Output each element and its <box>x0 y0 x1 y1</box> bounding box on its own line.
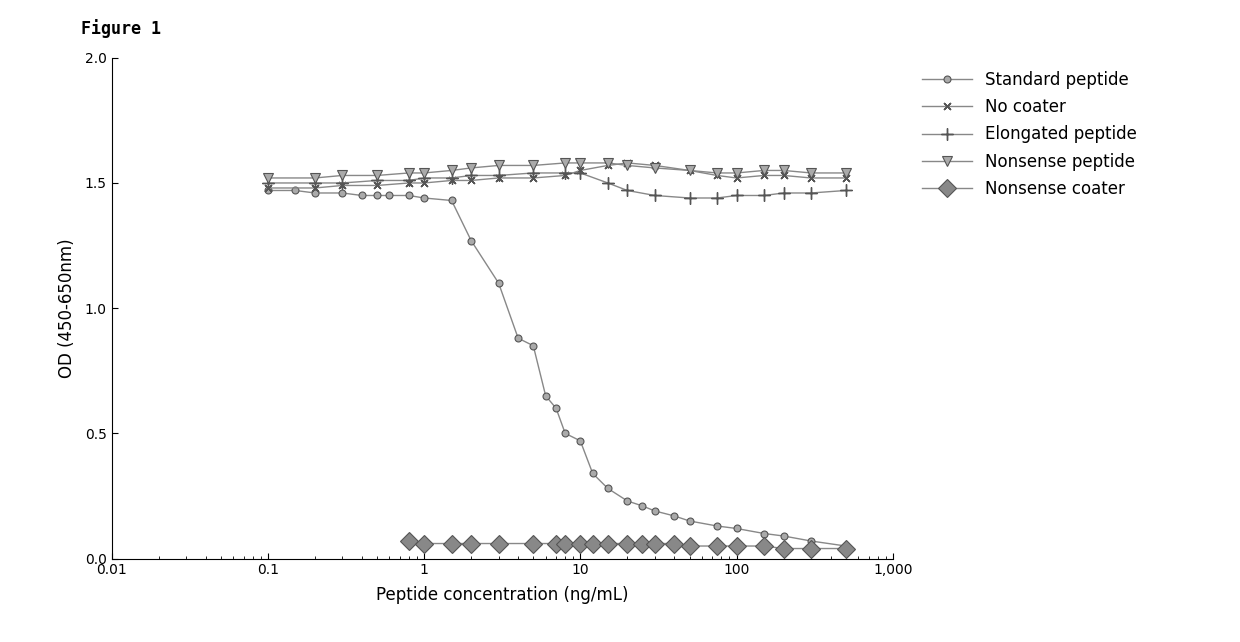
Text: Figure 1: Figure 1 <box>81 19 161 39</box>
Y-axis label: OD (450-650nm): OD (450-650nm) <box>58 238 77 378</box>
Legend: Standard peptide, No coater, Elongated peptide, Nonsense peptide, Nonsense coate: Standard peptide, No coater, Elongated p… <box>916 66 1142 203</box>
X-axis label: Peptide concentration (ng/mL): Peptide concentration (ng/mL) <box>376 586 629 603</box>
